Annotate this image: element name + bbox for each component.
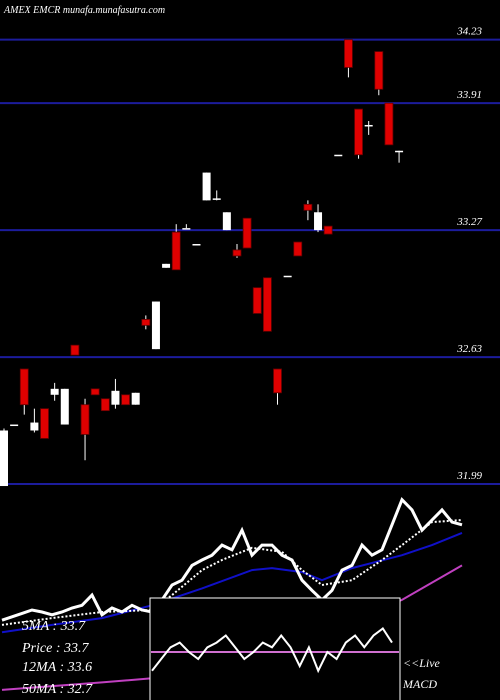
legend-entry: Price : 33.7 (21, 641, 89, 656)
y-tick-label: 32.63 (456, 343, 482, 355)
candle-body (344, 39, 353, 68)
candle-body (364, 124, 373, 127)
series-line (1, 519, 463, 626)
candle-body (374, 51, 384, 90)
candle-body (222, 212, 231, 231)
candle-body (60, 388, 69, 425)
candle-body (19, 368, 29, 406)
candle-body (262, 277, 272, 332)
candle-body (171, 231, 181, 271)
candle-body (10, 424, 19, 427)
candle-body (0, 430, 8, 487)
candle-body (70, 344, 80, 356)
candle-body (182, 228, 191, 230)
y-tick-label: 33.91 (456, 89, 482, 101)
candle-body (323, 225, 333, 235)
series-line (1, 531, 463, 634)
candle-body (80, 404, 90, 435)
candle-body (111, 390, 120, 405)
chart-title: AMEX EMCR munafa.munafasutra.com (3, 5, 165, 16)
candle-body (202, 172, 211, 201)
candle-body (50, 388, 59, 395)
candle-body (384, 102, 394, 146)
candle-body (100, 398, 110, 412)
candle-body (141, 318, 151, 326)
candle-body (273, 368, 282, 394)
y-tick-label: 31.99 (456, 470, 482, 482)
y-tick-label: 33.27 (456, 216, 482, 228)
candle-body (252, 287, 262, 314)
macd-label: MACD (402, 677, 437, 691)
legend-entry: 50MA : 32.7 (22, 682, 93, 697)
series-line (1, 497, 463, 622)
candle-body (314, 212, 323, 231)
candle-body (242, 217, 252, 249)
candle-body (162, 263, 171, 268)
macd-box (149, 597, 401, 700)
candle-body (212, 198, 221, 200)
candle-body (121, 394, 130, 406)
candle-body (192, 244, 201, 246)
macd-label: <<Live (403, 656, 441, 670)
y-tick-label: 34.23 (456, 26, 482, 38)
candle-body (334, 154, 343, 157)
candle-body (151, 301, 160, 350)
candle-body (232, 249, 242, 257)
candle-body (131, 392, 140, 405)
candle-body (90, 388, 100, 396)
macd-line (151, 627, 393, 674)
candle-body (293, 241, 303, 257)
candle-body (395, 150, 404, 153)
candle-body (303, 203, 313, 211)
candle-body (354, 108, 363, 156)
candle-body (283, 275, 292, 278)
candle-body (40, 408, 49, 439)
legend-entry: 12MA : 33.6 (22, 660, 92, 675)
legend-entry: 5MA : 33.7 (22, 619, 86, 634)
macd-panel (149, 597, 401, 700)
candle-body (30, 422, 39, 431)
